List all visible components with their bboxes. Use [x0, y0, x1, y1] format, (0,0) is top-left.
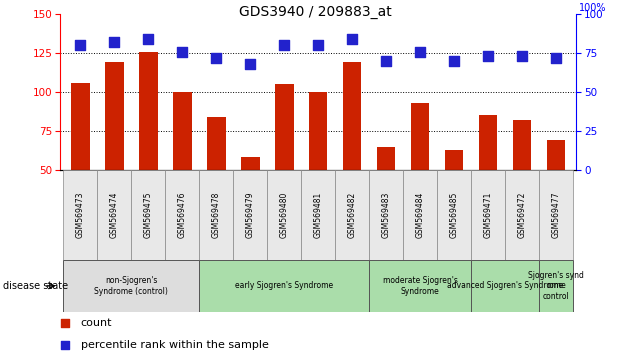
Point — [109, 39, 119, 45]
Text: GSM569474: GSM569474 — [110, 192, 118, 238]
Point — [245, 61, 255, 67]
Bar — [63, 260, 199, 312]
Point — [360, 245, 370, 251]
Bar — [437, 170, 471, 260]
Text: GSM569475: GSM569475 — [144, 192, 152, 238]
Bar — [377, 147, 396, 248]
Text: disease state: disease state — [3, 281, 68, 291]
Point — [449, 58, 459, 64]
Bar — [471, 170, 505, 260]
Bar — [471, 260, 539, 312]
Text: count: count — [81, 318, 112, 329]
Bar — [445, 150, 464, 248]
Bar — [275, 84, 294, 248]
Bar — [335, 170, 369, 260]
Bar — [139, 52, 158, 248]
Point — [211, 55, 221, 61]
Text: percentile rank within the sample: percentile rank within the sample — [81, 339, 268, 350]
Bar — [479, 115, 498, 248]
Point — [360, 52, 370, 58]
Bar — [369, 170, 403, 260]
Text: GSM569477: GSM569477 — [551, 192, 561, 238]
Point — [415, 49, 425, 55]
Text: non-Sjogren's
Syndrome (control): non-Sjogren's Syndrome (control) — [94, 276, 168, 296]
Point — [347, 36, 357, 42]
Bar — [233, 170, 267, 260]
Text: moderate Sjogren's
Syndrome: moderate Sjogren's Syndrome — [382, 276, 457, 296]
Text: GSM569482: GSM569482 — [348, 192, 357, 238]
Bar — [513, 120, 532, 248]
Bar — [267, 170, 301, 260]
Bar — [301, 170, 335, 260]
Text: GDS3940 / 209883_at: GDS3940 / 209883_at — [239, 5, 391, 19]
Text: early Sjogren's Syndrome: early Sjogren's Syndrome — [235, 281, 333, 290]
Text: GSM569478: GSM569478 — [212, 192, 220, 238]
Bar — [505, 170, 539, 260]
Text: GSM569483: GSM569483 — [382, 192, 391, 238]
Bar — [539, 260, 573, 312]
Bar — [199, 170, 233, 260]
Bar — [539, 170, 573, 260]
Text: GSM569485: GSM569485 — [450, 192, 459, 238]
Bar — [241, 158, 260, 248]
Bar — [207, 117, 226, 248]
Text: GSM569471: GSM569471 — [484, 192, 493, 238]
Point — [381, 58, 391, 64]
Point — [143, 36, 153, 42]
Bar — [343, 62, 362, 248]
Text: Sjogren's synd
rome
control: Sjogren's synd rome control — [528, 271, 584, 301]
Bar — [411, 103, 430, 248]
Bar — [165, 170, 199, 260]
Bar — [403, 170, 437, 260]
Text: advanced Sjogren's Syndrome: advanced Sjogren's Syndrome — [447, 281, 563, 290]
Bar — [63, 170, 97, 260]
Bar — [131, 170, 165, 260]
Bar — [309, 92, 328, 248]
Bar — [199, 260, 369, 312]
Point — [75, 42, 85, 48]
Point — [517, 53, 527, 59]
Text: GSM569472: GSM569472 — [518, 192, 527, 238]
Point — [313, 42, 323, 48]
Bar — [97, 170, 131, 260]
Point — [483, 53, 493, 59]
Bar — [369, 260, 471, 312]
Text: GSM569481: GSM569481 — [314, 192, 323, 238]
Text: GSM569473: GSM569473 — [76, 192, 85, 238]
Bar — [71, 83, 89, 248]
Text: GSM569480: GSM569480 — [280, 192, 289, 238]
Text: GSM569479: GSM569479 — [246, 192, 255, 238]
Point — [551, 55, 561, 61]
Text: GSM569484: GSM569484 — [416, 192, 425, 238]
Bar — [173, 92, 192, 248]
Text: 100%: 100% — [579, 2, 607, 13]
Bar — [547, 140, 565, 248]
Bar — [105, 62, 123, 248]
Point — [177, 49, 187, 55]
Point — [279, 42, 289, 48]
Text: GSM569476: GSM569476 — [178, 192, 186, 238]
